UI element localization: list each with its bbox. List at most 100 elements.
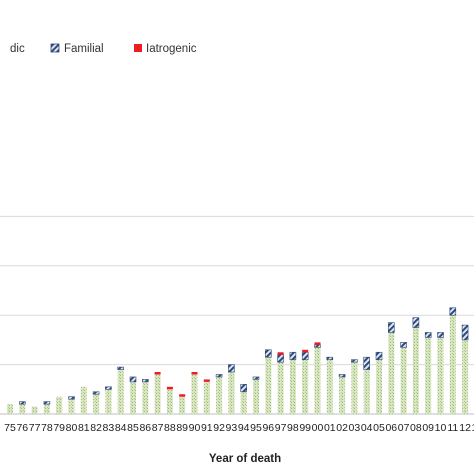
bar-sporadic-00 <box>314 347 321 414</box>
bar-sporadic-84 <box>117 369 124 414</box>
x-tick-label: 09 <box>422 422 434 434</box>
x-tick-label: 83 <box>103 422 115 434</box>
legend-item-familial: Familial <box>50 43 104 55</box>
x-tick-label: 00 <box>312 422 324 434</box>
x-tick-label: 75 <box>4 422 16 434</box>
x-tick-label: 05 <box>373 422 385 434</box>
bar-sporadic-75 <box>7 404 13 414</box>
x-tick-label: 08 <box>410 422 422 434</box>
x-tick-label: 99 <box>299 422 311 434</box>
x-tick-label: 84 <box>115 422 127 434</box>
x-tick-label: 80 <box>66 422 78 434</box>
bar-sporadic-98 <box>289 359 296 414</box>
bar-familial-07 <box>400 342 407 348</box>
x-tick-label: 82 <box>90 422 102 434</box>
bar-sporadic-79 <box>56 396 63 414</box>
bar-familial-83 <box>105 386 112 390</box>
bar-sporadic-07 <box>400 347 407 414</box>
bar-familial-96 <box>264 349 272 358</box>
bar-familial-02 <box>338 374 346 378</box>
bar-sporadic-08 <box>412 327 419 414</box>
bar-sporadic-86 <box>142 381 149 414</box>
x-tick-label: 10 <box>435 422 447 434</box>
bar-sporadic-96 <box>265 357 272 414</box>
legend-label-familial: Familial <box>64 43 104 55</box>
bar-familial-78 <box>43 401 51 405</box>
bar-sporadic-99 <box>302 359 309 414</box>
x-tick-label: 06 <box>385 422 397 434</box>
bars <box>7 307 469 414</box>
bar-familial-85 <box>129 376 137 383</box>
bar-sporadic-85 <box>130 381 136 414</box>
x-tick-label: 04 <box>361 422 373 434</box>
bar-sporadic-04 <box>363 369 370 414</box>
bar-familial-01 <box>326 356 334 360</box>
bar-familial-98 <box>289 351 297 360</box>
legend-label-iatrogenic: Iatrogenic <box>146 43 197 55</box>
bar-familial-12 <box>461 324 469 341</box>
x-tick-label: 94 <box>238 422 250 434</box>
bar-iatrogenic-91 <box>203 379 210 382</box>
x-tick-label: 79 <box>53 422 65 434</box>
bar-familial-06 <box>387 322 395 333</box>
x-tick-label: 85 <box>127 422 139 434</box>
legend-swatch-familial <box>50 43 60 53</box>
bar-familial-76 <box>18 401 26 405</box>
bar-sporadic-97 <box>277 362 284 414</box>
bar-iatrogenic-97 <box>277 352 284 355</box>
bar-iatrogenic-00 <box>314 342 321 345</box>
bar-sporadic-11 <box>449 315 456 414</box>
x-tick-label: 87 <box>152 422 164 434</box>
x-axis-title: Year of death <box>209 453 281 465</box>
bar-sporadic-89 <box>179 396 186 414</box>
bar-sporadic-01 <box>326 359 333 414</box>
bar-sporadic-92 <box>216 376 223 414</box>
bar-sporadic-10 <box>437 337 444 414</box>
bar-familial-00 <box>314 344 321 348</box>
bar-sporadic-09 <box>425 337 432 414</box>
x-tick-label: 02 <box>336 422 348 434</box>
bar-sporadic-03 <box>351 362 358 414</box>
x-tick-label: 89 <box>176 422 188 434</box>
x-tick-label: 98 <box>287 422 299 434</box>
bar-iatrogenic-87 <box>154 372 161 375</box>
bar-sporadic-93 <box>228 372 235 414</box>
bar-familial-94 <box>240 384 247 393</box>
bar-familial-93 <box>228 364 235 373</box>
bar-familial-84 <box>117 366 124 370</box>
bar-sporadic-02 <box>339 376 346 414</box>
legend-label-sporadic: dic <box>10 43 25 55</box>
bar-sporadic-12 <box>462 339 469 414</box>
legend-item-iatrogenic: Iatrogenic <box>134 43 197 55</box>
x-tick-label: 96 <box>262 422 274 434</box>
x-tick-label: 07 <box>398 422 410 434</box>
bar-familial-82 <box>92 391 100 395</box>
bar-familial-03 <box>351 359 358 363</box>
x-tick-label: 88 <box>164 422 176 434</box>
bar-familial-86 <box>142 379 149 383</box>
bar-familial-97 <box>277 354 284 363</box>
bar-sporadic-83 <box>105 389 112 414</box>
x-tick-label: 76 <box>16 422 28 434</box>
bar-iatrogenic-89 <box>179 394 186 397</box>
legend-item-sporadic: dic <box>10 43 25 55</box>
bar-familial-05 <box>375 351 383 360</box>
bar-familial-99 <box>301 351 309 360</box>
x-tick-label: 77 <box>29 422 41 434</box>
bar-familial-80 <box>68 396 75 400</box>
x-tick-label: 95 <box>250 422 262 434</box>
bar-iatrogenic-99 <box>302 349 309 353</box>
x-tick-label: 86 <box>139 422 151 434</box>
bar-familial-09 <box>424 332 432 338</box>
bar-sporadic-90 <box>191 374 198 414</box>
bar-iatrogenic-88 <box>166 386 173 390</box>
bar-familial-08 <box>412 317 420 328</box>
bar-familial-11 <box>449 307 457 316</box>
bar-sporadic-87 <box>154 374 161 414</box>
bar-sporadic-77 <box>31 406 38 414</box>
bar-sporadic-06 <box>388 332 395 414</box>
bar-sporadic-91 <box>203 381 210 414</box>
bar-familial-04 <box>363 356 371 370</box>
x-tick-label: 92 <box>213 422 225 434</box>
